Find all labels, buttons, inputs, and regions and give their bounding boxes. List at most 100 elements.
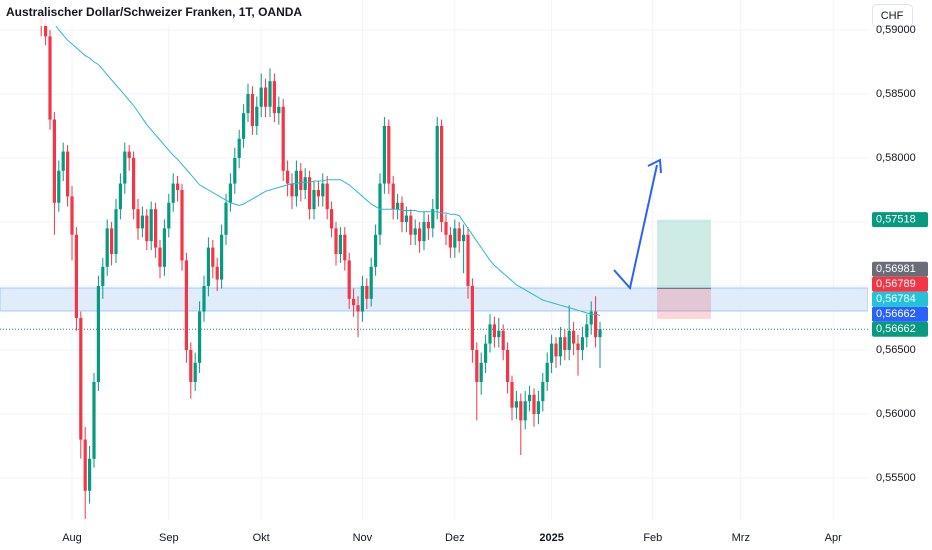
candle-body (374, 234, 378, 267)
candle-body (250, 93, 254, 126)
candle-body (536, 401, 540, 415)
candle-body (96, 285, 100, 382)
candle-body (233, 157, 237, 184)
currency-button[interactable] (872, 4, 913, 27)
target-box (657, 219, 711, 289)
candle-body (123, 151, 127, 184)
currency[interactable]: CHF (881, 10, 904, 22)
candle-body (466, 234, 470, 286)
chart-title: Australischer Dollar/Schweizer Franken, … (6, 5, 302, 19)
candle-body (215, 266, 219, 280)
candle-body (228, 183, 232, 203)
candle-body (440, 125, 444, 222)
candle-body (321, 183, 325, 197)
candle-body (198, 311, 202, 363)
candle-body (184, 260, 188, 350)
candle-body (158, 247, 162, 267)
candle-body (114, 209, 118, 254)
candle-body (303, 177, 307, 190)
candle-body (286, 170, 290, 184)
candle-body (61, 151, 65, 171)
candle-body (391, 183, 395, 210)
candle-body (479, 362, 483, 382)
candle-body (343, 234, 347, 261)
x-tick-label: Nov (353, 532, 373, 544)
price-label-bg (872, 276, 928, 292)
candle-body (541, 381, 545, 402)
candle-body (268, 81, 272, 107)
price-labels: 0,56662 0,56662 0,56784 0,56789 0,56981 0,575… (872, 212, 928, 337)
candle-body (523, 401, 527, 421)
candle-body (193, 362, 197, 382)
candle-body (176, 183, 180, 190)
candle-body (506, 349, 510, 382)
price-label-bg (872, 306, 928, 322)
arrow-head (647, 158, 662, 174)
candle-body (598, 329, 602, 338)
candle-body (110, 228, 114, 254)
candle-body (312, 189, 316, 210)
candle-body (140, 215, 144, 229)
candle-body (83, 439, 87, 491)
candle-body (211, 247, 215, 267)
candle-body (462, 234, 466, 242)
candle-body (585, 324, 589, 338)
price-label: 0,56662 (876, 323, 916, 335)
x-tick-label: 2025 (539, 532, 563, 544)
candle-body (400, 202, 404, 222)
x-tick-label: Feb (643, 532, 662, 544)
candle-body (66, 151, 70, 197)
candle-body (448, 234, 452, 248)
candle-body (330, 209, 334, 229)
candle-body (189, 349, 193, 382)
candle-body (281, 106, 285, 171)
candle-body (237, 138, 241, 158)
price-label: 0,56784 (876, 293, 916, 305)
candle-body (352, 298, 356, 306)
candle-body (519, 401, 523, 421)
candle-body (589, 311, 593, 325)
y-tick-label: 0,58000 (876, 152, 916, 164)
candle-body (272, 81, 276, 114)
candle-body (484, 343, 488, 363)
candle-body (325, 183, 329, 210)
candle-body (369, 266, 373, 299)
candle-body (426, 221, 430, 229)
candle-body (259, 87, 263, 107)
candle-body (44, 23, 48, 37)
candle-body (413, 228, 417, 235)
candle-body (457, 228, 461, 242)
arrow-drawing (613, 164, 658, 291)
candle-body (453, 228, 457, 248)
candle-body (532, 394, 536, 415)
candle-body (224, 202, 228, 235)
x-tick-label: Mrz (732, 532, 750, 544)
candle-body (264, 87, 268, 107)
candle-body (497, 330, 501, 338)
stop-box (657, 288, 711, 319)
candle-body (118, 183, 122, 210)
candle-body (154, 209, 158, 248)
candle-body (528, 394, 532, 402)
drawings (0, 219, 869, 330)
x-tick-label: Aug (62, 532, 82, 544)
candle-body (52, 119, 56, 203)
candle-body (501, 330, 505, 350)
candle-body (101, 266, 105, 286)
candle-body (308, 177, 312, 210)
candle-body (180, 189, 184, 261)
candle-body (422, 221, 426, 242)
price-label: 0,56981 (876, 263, 916, 275)
candle-body (220, 234, 224, 280)
price-label-bg (872, 261, 928, 277)
candle-body (88, 458, 92, 491)
candle-body (576, 343, 580, 350)
y-tick-label: 0,56000 (876, 408, 916, 420)
candle-body (567, 330, 571, 350)
candle-body (396, 202, 400, 210)
candle-body (510, 381, 514, 408)
y-tick-label: 0,59000 (876, 24, 916, 36)
candle-body (316, 189, 320, 197)
candle-body (572, 330, 576, 344)
candle-body (418, 228, 422, 242)
